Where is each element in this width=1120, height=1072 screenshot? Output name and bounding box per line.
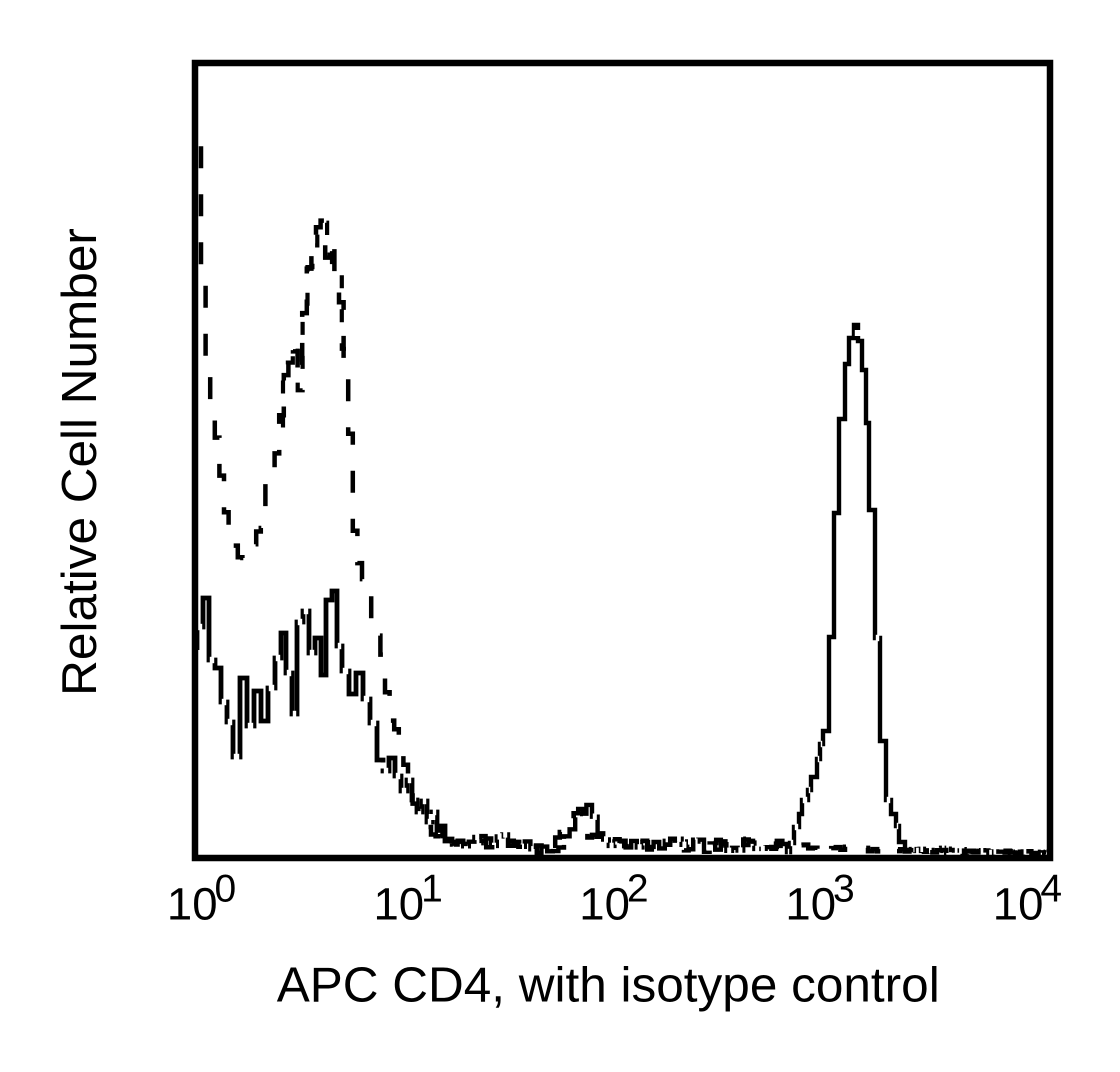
svg-text:Relative Cell Number: Relative Cell Number [52, 228, 107, 696]
svg-text:APC CD4, with isotype control: APC CD4, with isotype control [277, 957, 940, 1012]
